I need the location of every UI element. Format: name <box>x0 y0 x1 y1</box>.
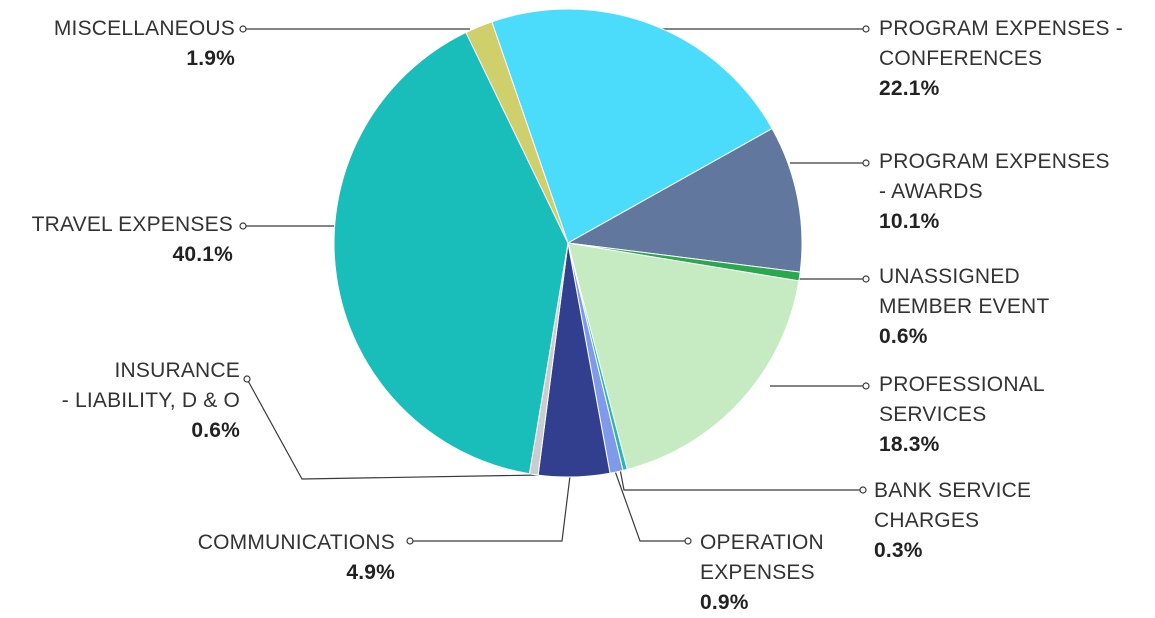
slice-name: PROGRAM EXPENSES - AWARDS <box>879 150 1110 203</box>
leader-dot-7 <box>862 275 870 283</box>
leader-line-7 <box>797 275 866 280</box>
slice-percent: 0.6% <box>191 419 240 442</box>
slice-name: INSURANCE - LIABILITY, D & O <box>61 359 240 412</box>
leader-dot-1 <box>239 222 247 230</box>
slice-percent: 0.3% <box>874 539 923 562</box>
leader-line-2 <box>246 378 541 480</box>
slice-name: PROFESSIONAL SERVICES <box>879 373 1045 426</box>
leader-dot-3 <box>406 537 414 545</box>
leader-dot-6 <box>862 382 870 390</box>
slice-label-insurance: INSURANCE - LIABILITY, D & O 0.6% <box>30 356 240 446</box>
leader-dot-0 <box>239 25 247 33</box>
pie-slice-8 <box>333 31 569 475</box>
slice-percent: 10.1% <box>879 210 940 233</box>
pie-slice-1 <box>566 127 803 273</box>
leader-dot-5 <box>859 486 867 494</box>
leader-dot-2 <box>243 375 251 383</box>
pie-slice-0 <box>491 8 773 244</box>
pie-slice-9 <box>465 21 569 244</box>
slice-label-bank-service-charges: BANK SERVICE CHARGES 0.3% <box>874 476 1054 566</box>
slice-name: MISCELLANEOUS <box>53 17 235 40</box>
slice-label-program-expenses-conferences: PROGRAM EXPENSES - CONFERENCES 22.1% <box>879 14 1149 104</box>
leader-dot-9 <box>862 25 870 33</box>
slice-name: TRAVEL EXPENSES <box>31 213 233 236</box>
slice-percent: 18.3% <box>879 433 940 456</box>
leader-dot-4 <box>684 537 692 545</box>
slice-name: UNASSIGNED MEMBER EVENT <box>879 265 1050 318</box>
slice-percent: 40.1% <box>172 243 233 266</box>
slice-label-miscellaneous: MISCELLANEOUS 1.9% <box>20 14 235 74</box>
leader-endpoints <box>239 25 870 545</box>
slice-label-communications: COMMUNICATIONS 4.9% <box>160 528 395 588</box>
slice-label-operation-expenses: OPERATION EXPENSES 0.9% <box>700 528 840 618</box>
slice-label-program-expenses-awards: PROGRAM EXPENSES - AWARDS 10.1% <box>879 147 1129 237</box>
slice-label-unassigned-member-event: UNASSIGNED MEMBER EVENT 0.6% <box>879 262 1079 352</box>
leader-line-3 <box>410 475 571 542</box>
leader-dot-8 <box>862 159 870 167</box>
slice-name: PROGRAM EXPENSES - CONFERENCES <box>879 17 1123 70</box>
pie-slice-3 <box>567 242 800 470</box>
leader-line-5 <box>619 468 863 491</box>
slice-name: COMMUNICATIONS <box>197 531 395 554</box>
leader-line-4 <box>614 470 688 542</box>
slice-percent: 22.1% <box>879 77 940 100</box>
slice-percent: 0.9% <box>700 591 749 614</box>
slice-label-travel-expenses: TRAVEL EXPENSES 40.1% <box>10 210 233 270</box>
slice-label-professional-services: PROFESSIONAL SERVICES 18.3% <box>879 370 1079 460</box>
pie-slices <box>333 8 803 478</box>
slice-percent: 4.9% <box>346 561 395 584</box>
slice-name: OPERATION EXPENSES <box>700 531 824 584</box>
slice-percent: 1.9% <box>186 47 235 70</box>
slice-name: BANK SERVICE CHARGES <box>874 479 1032 532</box>
slice-percent: 0.6% <box>879 325 928 348</box>
